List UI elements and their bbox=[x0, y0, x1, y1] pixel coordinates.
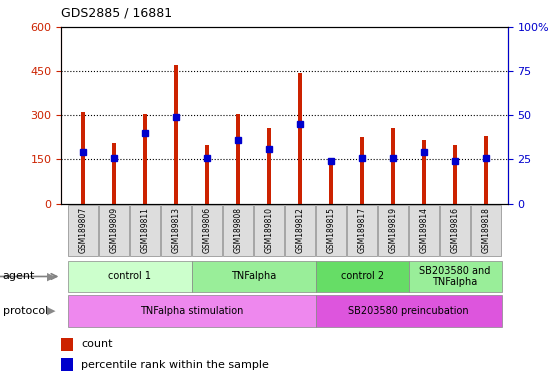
Text: GSM189811: GSM189811 bbox=[141, 207, 150, 253]
Bar bbox=[68, 205, 98, 256]
Bar bbox=[298, 73, 302, 204]
Text: GSM189818: GSM189818 bbox=[482, 207, 490, 253]
Text: GSM189819: GSM189819 bbox=[388, 207, 398, 253]
Bar bbox=[68, 296, 316, 326]
Text: GSM189817: GSM189817 bbox=[358, 207, 367, 253]
Text: agent: agent bbox=[3, 271, 35, 281]
Bar bbox=[236, 114, 240, 204]
Bar bbox=[316, 205, 345, 256]
Bar bbox=[347, 205, 377, 256]
Bar bbox=[254, 205, 283, 256]
Bar bbox=[422, 140, 426, 204]
Text: GSM189814: GSM189814 bbox=[420, 207, 429, 253]
Text: GSM189815: GSM189815 bbox=[326, 207, 335, 253]
Bar bbox=[223, 205, 253, 256]
Bar bbox=[61, 338, 73, 351]
Bar bbox=[408, 261, 502, 292]
Text: GSM189808: GSM189808 bbox=[234, 207, 243, 253]
Text: control 1: control 1 bbox=[108, 271, 151, 281]
Text: TNFalpha: TNFalpha bbox=[231, 271, 276, 281]
Text: count: count bbox=[81, 339, 112, 349]
Bar bbox=[285, 205, 315, 256]
Text: SB203580 and
TNFalpha: SB203580 and TNFalpha bbox=[420, 266, 491, 287]
Text: ▶: ▶ bbox=[47, 271, 56, 281]
Bar bbox=[112, 143, 117, 204]
Bar bbox=[391, 128, 396, 204]
Bar bbox=[409, 205, 439, 256]
Bar bbox=[360, 137, 364, 204]
Bar bbox=[192, 205, 222, 256]
Text: GSM189813: GSM189813 bbox=[171, 207, 181, 253]
Text: TNFalpha stimulation: TNFalpha stimulation bbox=[140, 306, 243, 316]
Text: protocol: protocol bbox=[3, 306, 48, 316]
Bar bbox=[143, 114, 147, 204]
Bar bbox=[99, 205, 129, 256]
Text: percentile rank within the sample: percentile rank within the sample bbox=[81, 360, 269, 370]
Text: GSM189809: GSM189809 bbox=[109, 207, 119, 253]
Text: GDS2885 / 16881: GDS2885 / 16881 bbox=[61, 6, 172, 19]
Bar bbox=[68, 261, 191, 292]
Bar bbox=[267, 128, 271, 204]
Bar bbox=[205, 145, 209, 204]
Bar bbox=[484, 136, 488, 204]
Bar bbox=[130, 205, 160, 256]
Text: GSM189816: GSM189816 bbox=[450, 207, 460, 253]
Bar bbox=[161, 205, 191, 256]
Text: GSM189807: GSM189807 bbox=[79, 207, 88, 253]
Bar bbox=[440, 205, 470, 256]
Text: GSM189810: GSM189810 bbox=[264, 207, 273, 253]
Bar bbox=[329, 161, 333, 204]
Text: GSM189806: GSM189806 bbox=[203, 207, 211, 253]
Bar bbox=[174, 65, 179, 204]
Bar bbox=[61, 358, 73, 371]
Text: GSM189812: GSM189812 bbox=[296, 207, 305, 253]
Text: SB203580 preincubation: SB203580 preincubation bbox=[348, 306, 469, 316]
Bar bbox=[378, 205, 408, 256]
Bar bbox=[81, 112, 85, 204]
Text: control 2: control 2 bbox=[340, 271, 384, 281]
Bar bbox=[471, 205, 501, 256]
Bar bbox=[316, 296, 502, 326]
Text: ▶: ▶ bbox=[47, 306, 56, 316]
Bar bbox=[316, 261, 408, 292]
Bar bbox=[453, 145, 458, 204]
Bar bbox=[191, 261, 316, 292]
